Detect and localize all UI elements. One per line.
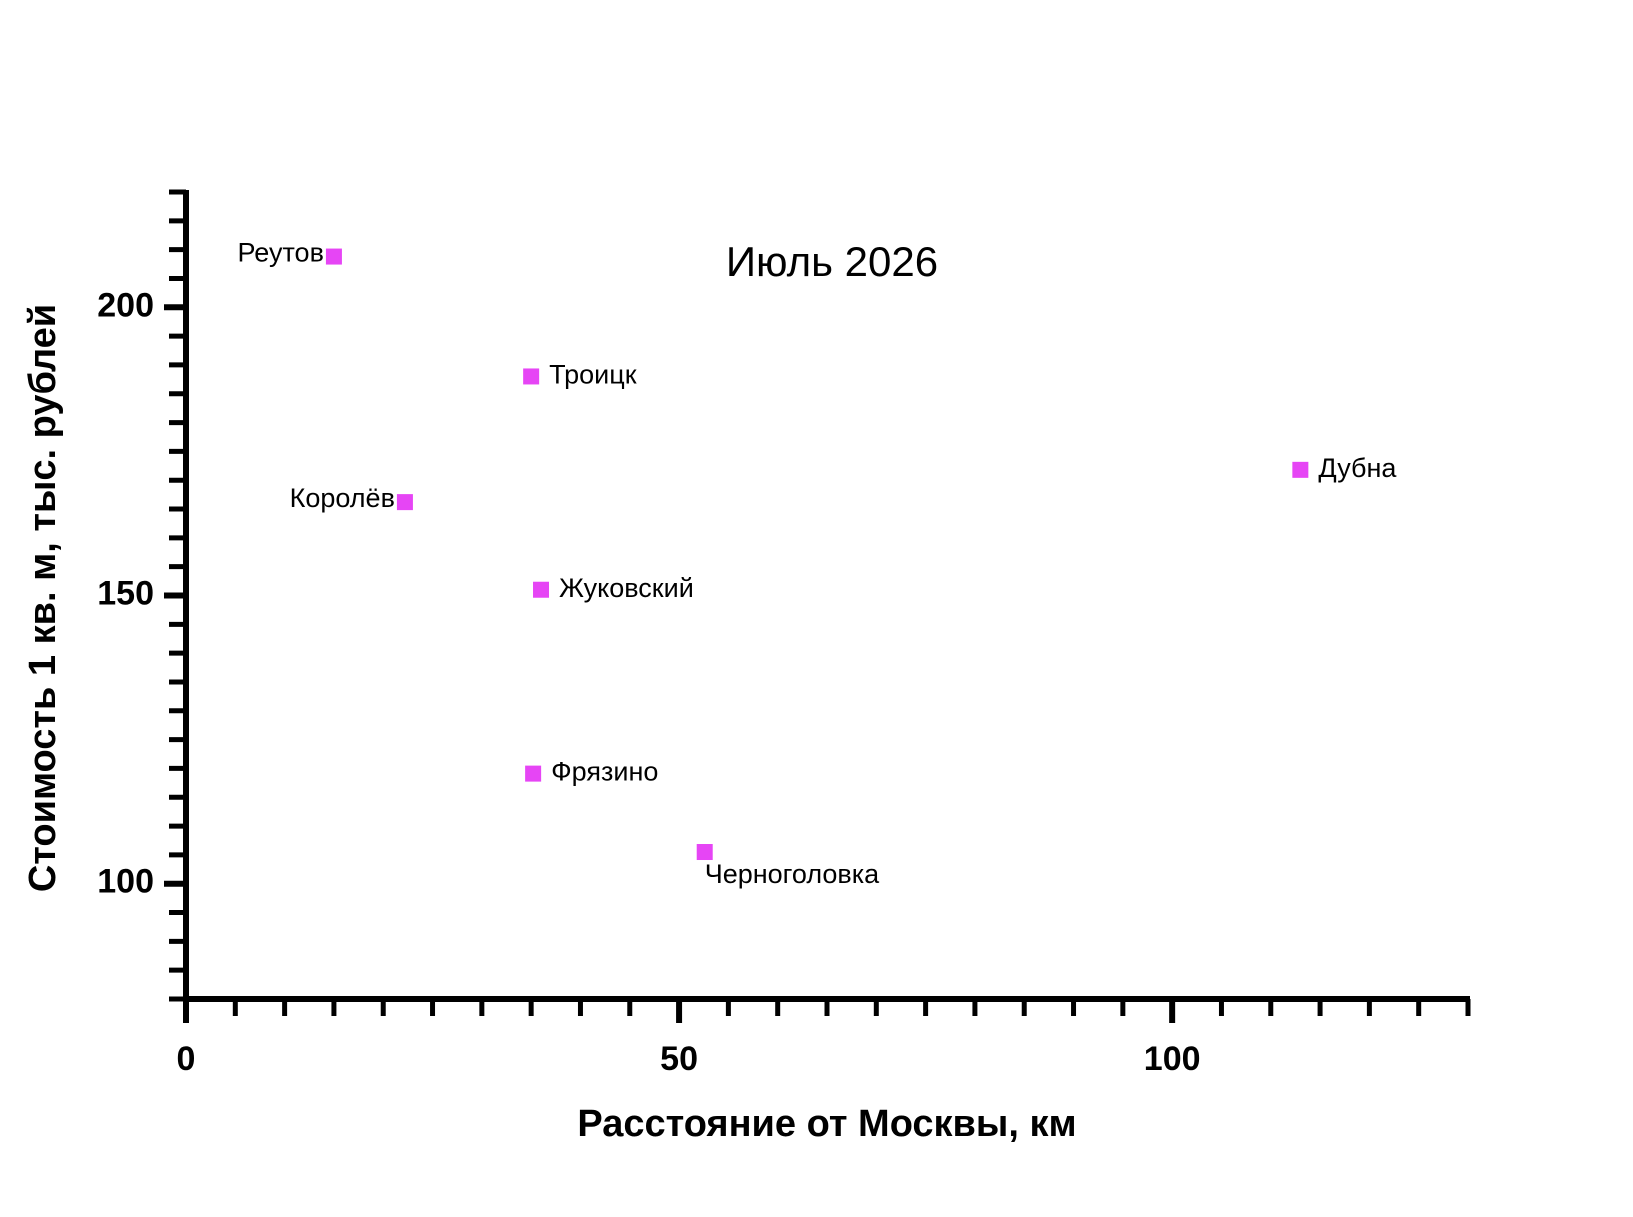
y-tick-label: 150: [97, 574, 154, 612]
x-tick-label: 0: [177, 1040, 196, 1078]
point: [533, 581, 550, 598]
x-tick-label: 100: [1144, 1040, 1201, 1078]
point: [325, 248, 342, 265]
point-label: Реутов: [237, 238, 323, 268]
point-label: Троицк: [549, 360, 637, 390]
point-label: Дубна: [1318, 453, 1397, 483]
point: [523, 368, 540, 385]
point-label: Черноголовка: [705, 859, 880, 889]
y-tick-label: 100: [97, 863, 154, 901]
x-axis-title: Расстояние от Москвы, км: [577, 1103, 1076, 1145]
point: [696, 844, 713, 861]
y-axis-title: Стоимость 1 кв. м, тыс. рублей: [22, 304, 64, 892]
point-label: Жуковский: [559, 573, 694, 603]
chart-title: Июль 2026: [726, 238, 938, 285]
point-label: Фрязино: [551, 757, 658, 787]
point: [1292, 461, 1309, 478]
point-label: Королёв: [290, 483, 395, 513]
point: [396, 494, 413, 511]
x-tick-label: 50: [660, 1040, 698, 1078]
point: [525, 765, 542, 782]
y-tick-label: 200: [97, 286, 154, 324]
